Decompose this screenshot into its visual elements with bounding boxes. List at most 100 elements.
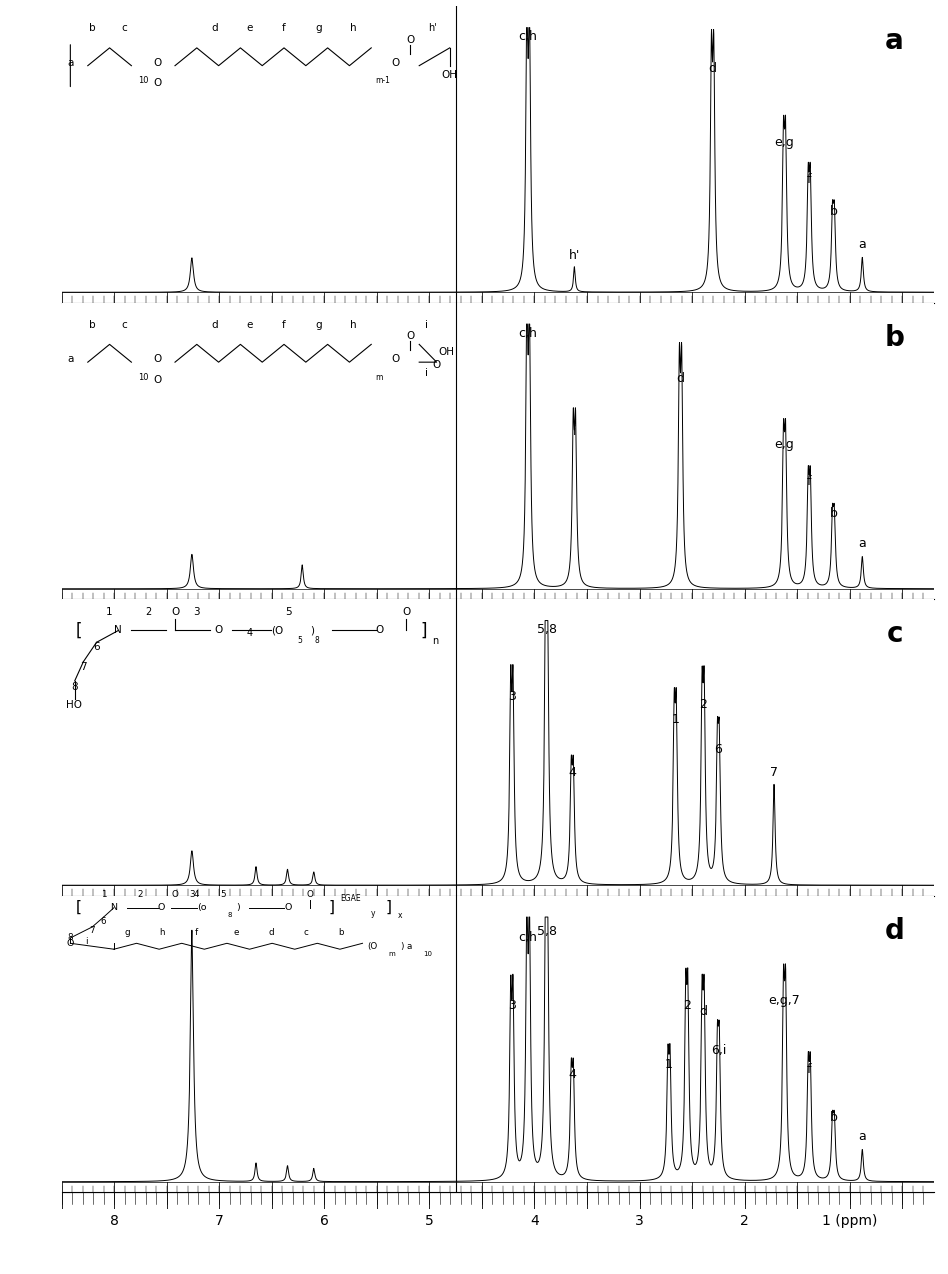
Text: 6: 6 bbox=[715, 743, 722, 755]
Text: b: b bbox=[830, 507, 837, 520]
Text: f: f bbox=[807, 1063, 811, 1075]
Text: OH: OH bbox=[441, 70, 457, 80]
Text: h: h bbox=[351, 23, 357, 33]
Text: O: O bbox=[172, 889, 178, 899]
Text: a: a bbox=[859, 1130, 866, 1143]
Text: (O: (O bbox=[367, 941, 377, 950]
Text: c,h: c,h bbox=[519, 930, 538, 944]
Text: g: g bbox=[316, 320, 322, 330]
Text: i: i bbox=[425, 368, 428, 378]
Text: 2: 2 bbox=[137, 889, 143, 899]
Text: 7: 7 bbox=[770, 767, 778, 780]
Text: 6: 6 bbox=[319, 1214, 329, 1228]
Text: a: a bbox=[859, 538, 866, 550]
Text: 5: 5 bbox=[425, 1214, 434, 1228]
Text: O: O bbox=[407, 331, 414, 341]
Text: d: d bbox=[708, 62, 717, 75]
Text: f: f bbox=[283, 23, 286, 33]
Text: d: d bbox=[211, 23, 217, 33]
Text: 4: 4 bbox=[569, 767, 576, 780]
Text: 4: 4 bbox=[246, 628, 252, 638]
Text: ]: ] bbox=[329, 901, 335, 915]
Text: d: d bbox=[699, 1005, 707, 1018]
Text: b: b bbox=[884, 324, 904, 352]
Text: 1: 1 bbox=[665, 1057, 673, 1070]
Text: c,h: c,h bbox=[519, 327, 538, 340]
Text: g: g bbox=[124, 929, 130, 938]
Text: d: d bbox=[884, 916, 904, 944]
Text: O: O bbox=[375, 626, 384, 636]
Text: a: a bbox=[406, 941, 411, 950]
Text: h: h bbox=[159, 929, 165, 938]
Text: O: O bbox=[154, 354, 161, 364]
Text: 2: 2 bbox=[146, 608, 152, 617]
Text: (o: (o bbox=[197, 903, 207, 912]
Text: O: O bbox=[66, 939, 74, 948]
Text: f: f bbox=[283, 320, 286, 330]
Text: e,g: e,g bbox=[775, 438, 794, 451]
Text: b: b bbox=[89, 23, 96, 33]
Text: ]: ] bbox=[420, 622, 427, 640]
Text: 5: 5 bbox=[220, 889, 226, 899]
Text: 6,i: 6,i bbox=[711, 1045, 726, 1057]
Text: h': h' bbox=[569, 248, 580, 262]
Text: 5,8: 5,8 bbox=[537, 925, 556, 938]
Text: c: c bbox=[886, 620, 902, 648]
Text: x: x bbox=[397, 911, 402, 920]
Text: c: c bbox=[121, 320, 127, 330]
Text: [: [ bbox=[76, 622, 82, 640]
Text: 5: 5 bbox=[285, 608, 292, 617]
Text: b: b bbox=[337, 929, 343, 938]
Text: ]: ] bbox=[386, 901, 392, 915]
Text: 10: 10 bbox=[138, 76, 149, 85]
Text: h: h bbox=[351, 320, 357, 330]
Text: n: n bbox=[432, 637, 439, 646]
Text: 8: 8 bbox=[67, 933, 73, 941]
Text: 2: 2 bbox=[740, 1214, 749, 1228]
Text: 4: 4 bbox=[530, 1214, 538, 1228]
Text: e,g: e,g bbox=[775, 136, 794, 149]
Text: c: c bbox=[303, 929, 308, 938]
Text: a: a bbox=[859, 238, 866, 251]
Text: h': h' bbox=[428, 23, 437, 33]
Text: OH: OH bbox=[438, 347, 454, 357]
Text: 1: 1 bbox=[106, 608, 113, 617]
Text: O: O bbox=[402, 608, 410, 617]
Text: y: y bbox=[372, 910, 375, 919]
Text: e: e bbox=[233, 929, 239, 938]
Text: 3: 3 bbox=[508, 999, 516, 1013]
Text: 3: 3 bbox=[508, 689, 516, 702]
Text: 5,8: 5,8 bbox=[537, 623, 556, 637]
Text: 3: 3 bbox=[193, 608, 200, 617]
Text: c: c bbox=[121, 23, 127, 33]
Text: e: e bbox=[246, 23, 252, 33]
Text: O: O bbox=[307, 889, 314, 899]
Text: 6: 6 bbox=[100, 916, 106, 926]
Text: 3: 3 bbox=[635, 1214, 644, 1228]
Text: b: b bbox=[89, 320, 96, 330]
Text: 1: 1 bbox=[100, 889, 106, 899]
Text: a: a bbox=[885, 27, 903, 55]
Text: 2: 2 bbox=[683, 999, 691, 1013]
Text: b: b bbox=[830, 1111, 837, 1124]
Text: N: N bbox=[111, 903, 118, 912]
Text: 10: 10 bbox=[424, 950, 432, 957]
Text: e: e bbox=[246, 320, 252, 330]
Text: 7: 7 bbox=[81, 661, 86, 671]
Text: f: f bbox=[807, 173, 811, 186]
Text: O: O bbox=[214, 626, 223, 636]
Text: O: O bbox=[392, 57, 399, 68]
Text: 3: 3 bbox=[190, 889, 195, 899]
Text: 8: 8 bbox=[228, 912, 232, 919]
Text: f: f bbox=[195, 929, 198, 938]
Text: EGAE: EGAE bbox=[340, 894, 361, 903]
Text: 4: 4 bbox=[194, 889, 200, 899]
Text: 1 (ppm): 1 (ppm) bbox=[822, 1214, 878, 1228]
Text: 7: 7 bbox=[215, 1214, 224, 1228]
Text: e,g,7: e,g,7 bbox=[769, 994, 800, 1006]
Text: b: b bbox=[830, 205, 837, 218]
Text: 8: 8 bbox=[71, 683, 78, 692]
Text: O: O bbox=[392, 354, 399, 364]
Text: 1: 1 bbox=[671, 713, 679, 726]
Text: 4: 4 bbox=[569, 1068, 576, 1082]
